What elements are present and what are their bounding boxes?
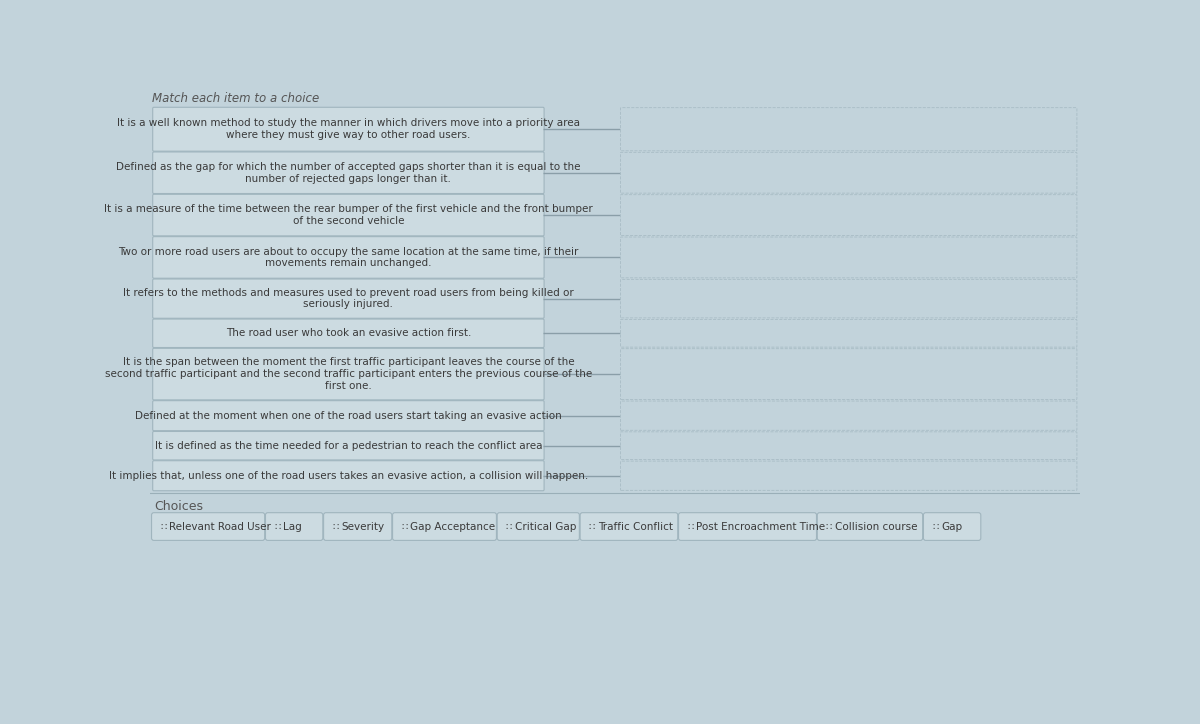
Text: Defined at the moment when one of the road users start taking an evasive action: Defined at the moment when one of the ro… (136, 411, 562, 421)
FancyBboxPatch shape (678, 513, 816, 540)
FancyBboxPatch shape (152, 107, 544, 151)
Text: Two or more road users are about to occupy the same location at the same time, i: Two or more road users are about to occu… (119, 247, 578, 268)
Text: ∷: ∷ (505, 521, 512, 531)
FancyBboxPatch shape (152, 319, 544, 348)
Text: It is the span between the moment the first traffic participant leaves the cours: It is the span between the moment the fi… (104, 358, 592, 391)
FancyBboxPatch shape (620, 349, 1076, 400)
FancyBboxPatch shape (152, 194, 544, 236)
FancyBboxPatch shape (151, 513, 265, 540)
FancyBboxPatch shape (817, 513, 923, 540)
FancyBboxPatch shape (620, 319, 1076, 347)
FancyBboxPatch shape (265, 513, 323, 540)
Text: Collision course: Collision course (835, 521, 918, 531)
Text: ∷: ∷ (932, 521, 938, 531)
Text: Choices: Choices (154, 500, 203, 513)
Text: It is a measure of the time between the rear bumper of the first vehicle and the: It is a measure of the time between the … (104, 204, 593, 226)
FancyBboxPatch shape (152, 460, 544, 491)
FancyBboxPatch shape (324, 513, 391, 540)
Text: ∷: ∷ (274, 521, 281, 531)
Text: Traffic Conflict: Traffic Conflict (598, 521, 673, 531)
FancyBboxPatch shape (620, 108, 1076, 151)
Text: The road user who took an evasive action first.: The road user who took an evasive action… (226, 328, 472, 338)
FancyBboxPatch shape (620, 237, 1076, 278)
Text: Severity: Severity (342, 521, 384, 531)
Text: It refers to the methods and measures used to prevent road users from being kill: It refers to the methods and measures us… (124, 288, 574, 309)
FancyBboxPatch shape (620, 401, 1076, 430)
Text: It is a well known method to study the manner in which drivers move into a prior: It is a well known method to study the m… (116, 119, 580, 140)
FancyBboxPatch shape (620, 279, 1076, 318)
Text: Post Encroachment Time: Post Encroachment Time (696, 521, 826, 531)
Text: ∷: ∷ (160, 521, 167, 531)
Text: ∷: ∷ (332, 521, 338, 531)
FancyBboxPatch shape (152, 400, 544, 431)
Text: Critical Gap: Critical Gap (515, 521, 576, 531)
FancyBboxPatch shape (924, 513, 980, 540)
FancyBboxPatch shape (620, 432, 1076, 460)
FancyBboxPatch shape (152, 237, 544, 278)
FancyBboxPatch shape (152, 152, 544, 193)
Text: It implies that, unless one of the road users takes an evasive action, a collisi: It implies that, unless one of the road … (109, 471, 588, 481)
Text: Match each item to a choice: Match each item to a choice (152, 91, 319, 104)
Text: Defined as the gap for which the number of accepted gaps shorter than it is equa: Defined as the gap for which the number … (116, 162, 581, 184)
Text: Gap: Gap (941, 521, 962, 531)
FancyBboxPatch shape (620, 461, 1076, 490)
Text: Relevant Road User: Relevant Road User (169, 521, 271, 531)
FancyBboxPatch shape (392, 513, 497, 540)
FancyBboxPatch shape (152, 348, 544, 400)
FancyBboxPatch shape (620, 152, 1076, 193)
FancyBboxPatch shape (152, 279, 544, 319)
Text: ∷: ∷ (401, 521, 407, 531)
Text: ∷: ∷ (688, 521, 694, 531)
Text: It is defined as the time needed for a pedestrian to reach the conflict area: It is defined as the time needed for a p… (155, 441, 542, 451)
Text: Gap Acceptance: Gap Acceptance (410, 521, 496, 531)
FancyBboxPatch shape (497, 513, 580, 540)
FancyBboxPatch shape (580, 513, 678, 540)
Text: ∷: ∷ (589, 521, 595, 531)
FancyBboxPatch shape (620, 195, 1076, 235)
Text: Lag: Lag (283, 521, 302, 531)
FancyBboxPatch shape (152, 432, 544, 460)
Text: ∷: ∷ (826, 521, 832, 531)
